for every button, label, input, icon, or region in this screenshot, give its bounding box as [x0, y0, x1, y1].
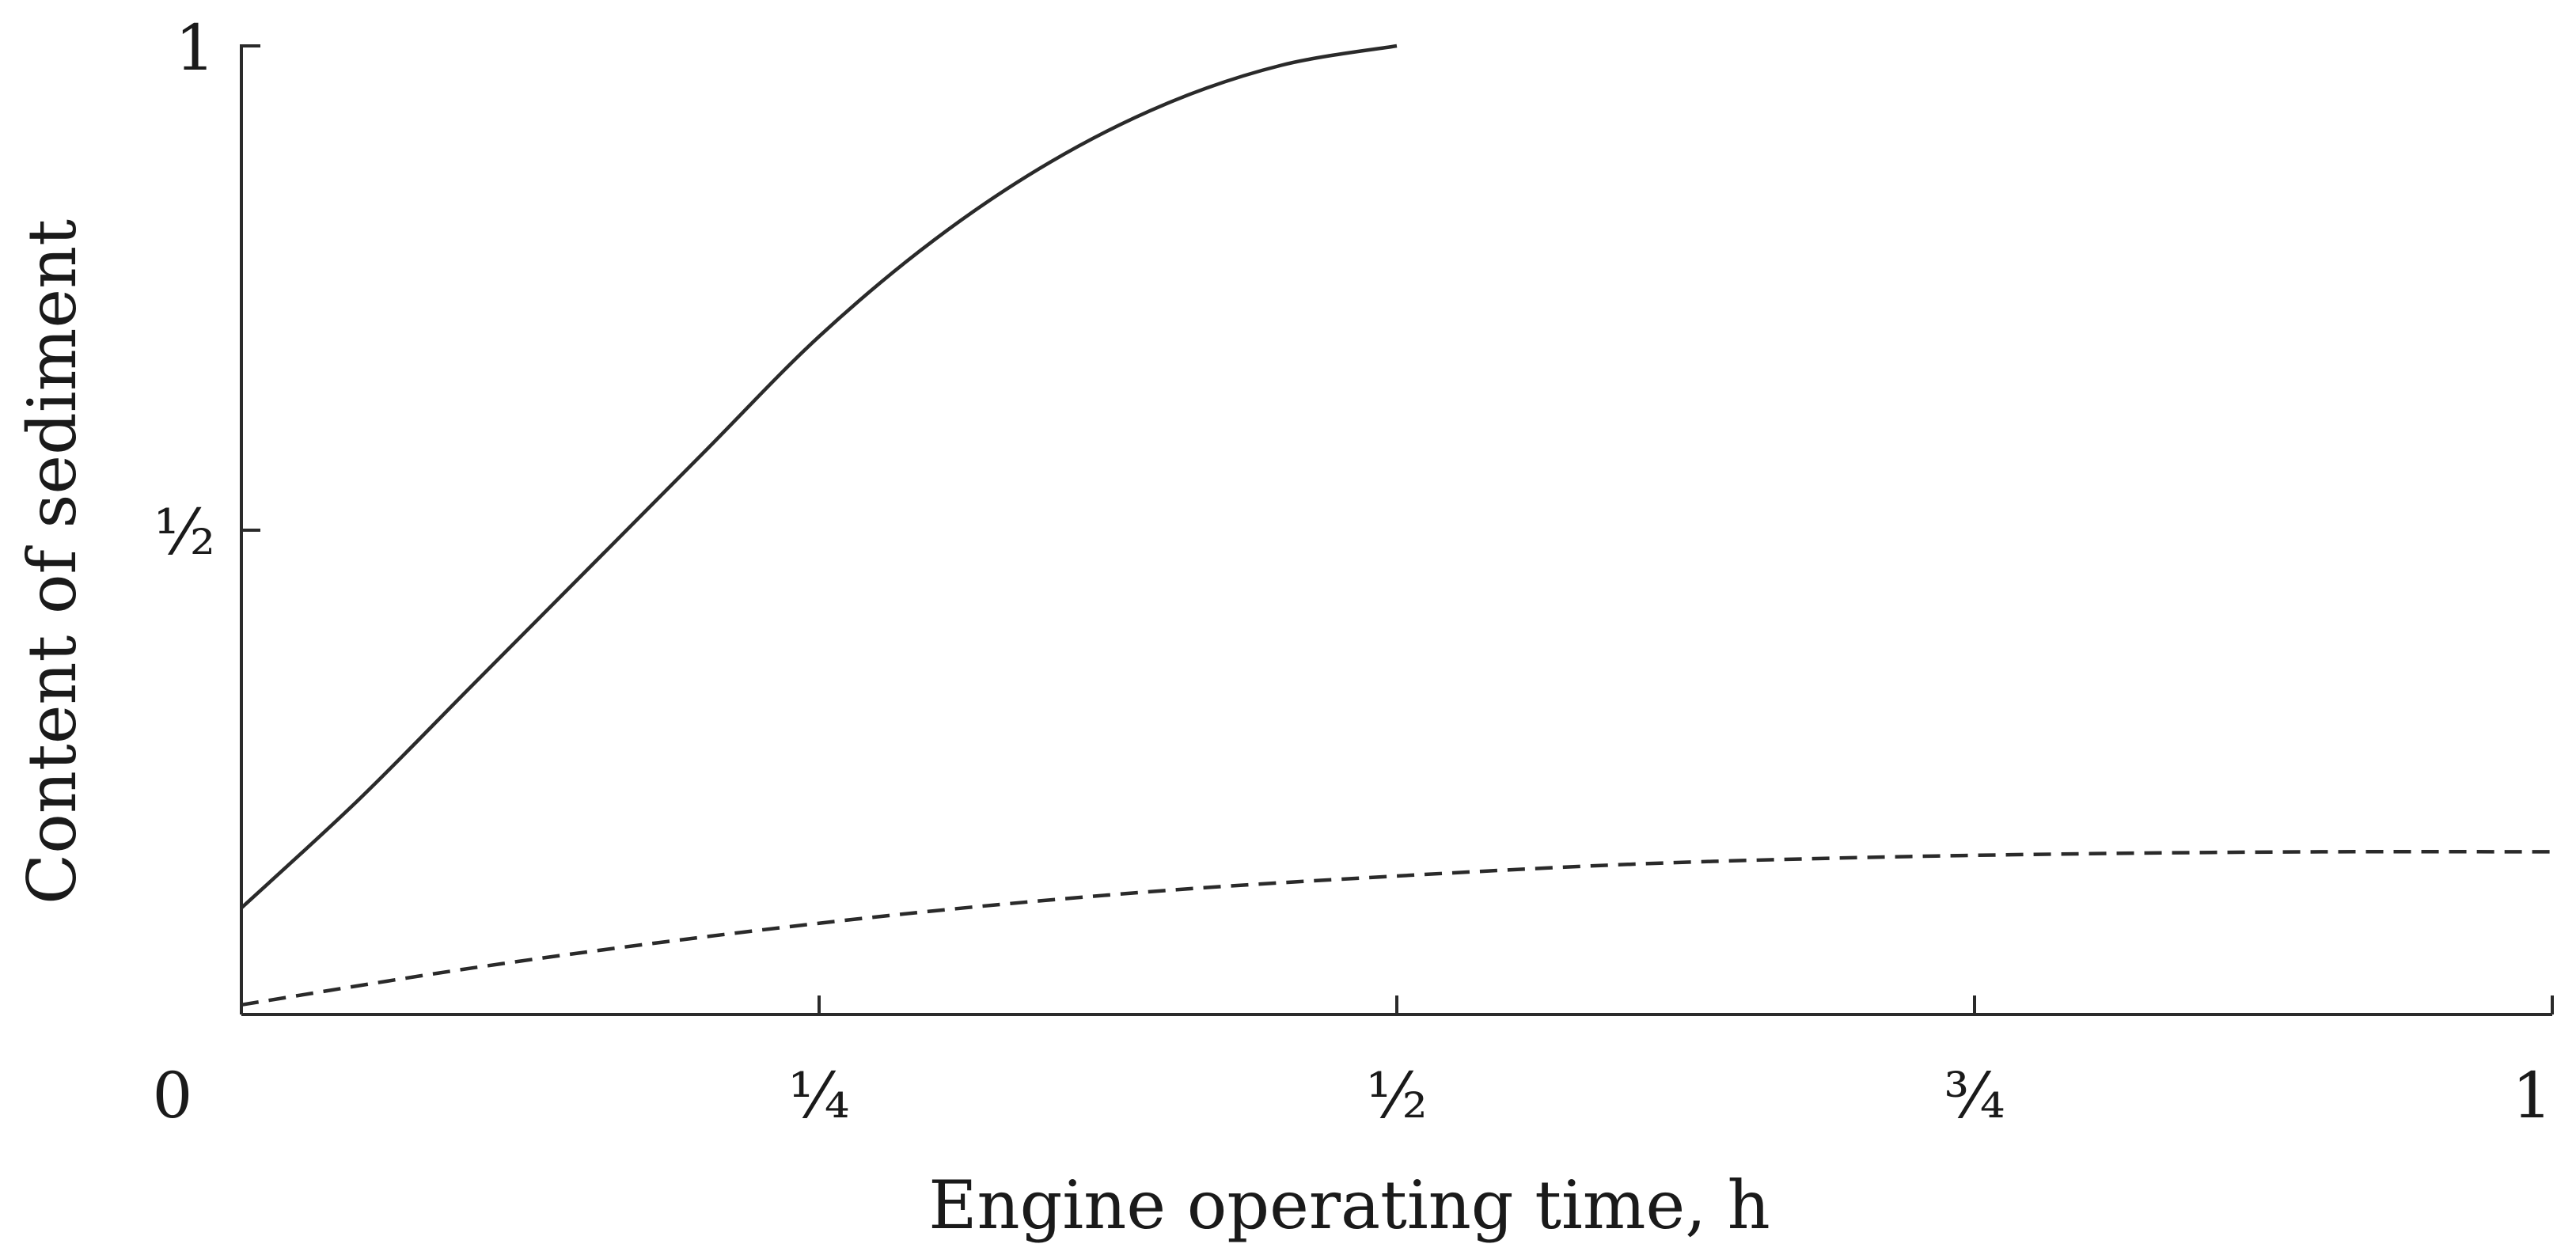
dashed-series-line: [241, 849, 2553, 1007]
x-tick-label: 1: [2512, 1059, 2552, 1132]
y-ticks: ½1: [154, 11, 260, 569]
x-axis-title: Engine operating time, h: [928, 1166, 1770, 1244]
y-axis-title: Content of sediment: [13, 219, 91, 904]
y-tick-label: 1: [175, 11, 215, 85]
x-ticks: 0 ¼ ½ ¾ 1: [153, 995, 2554, 1132]
x-tick-label: 0: [153, 1059, 193, 1132]
x-tick-label: ½: [1366, 1059, 1428, 1132]
series-layer: [240, 44, 2553, 1007]
y-tick-label: ½: [154, 495, 215, 569]
solid-series-line: [240, 44, 1398, 910]
x-tick-label: ¼: [788, 1059, 850, 1132]
x-tick-label: ¾: [1944, 1059, 2005, 1132]
